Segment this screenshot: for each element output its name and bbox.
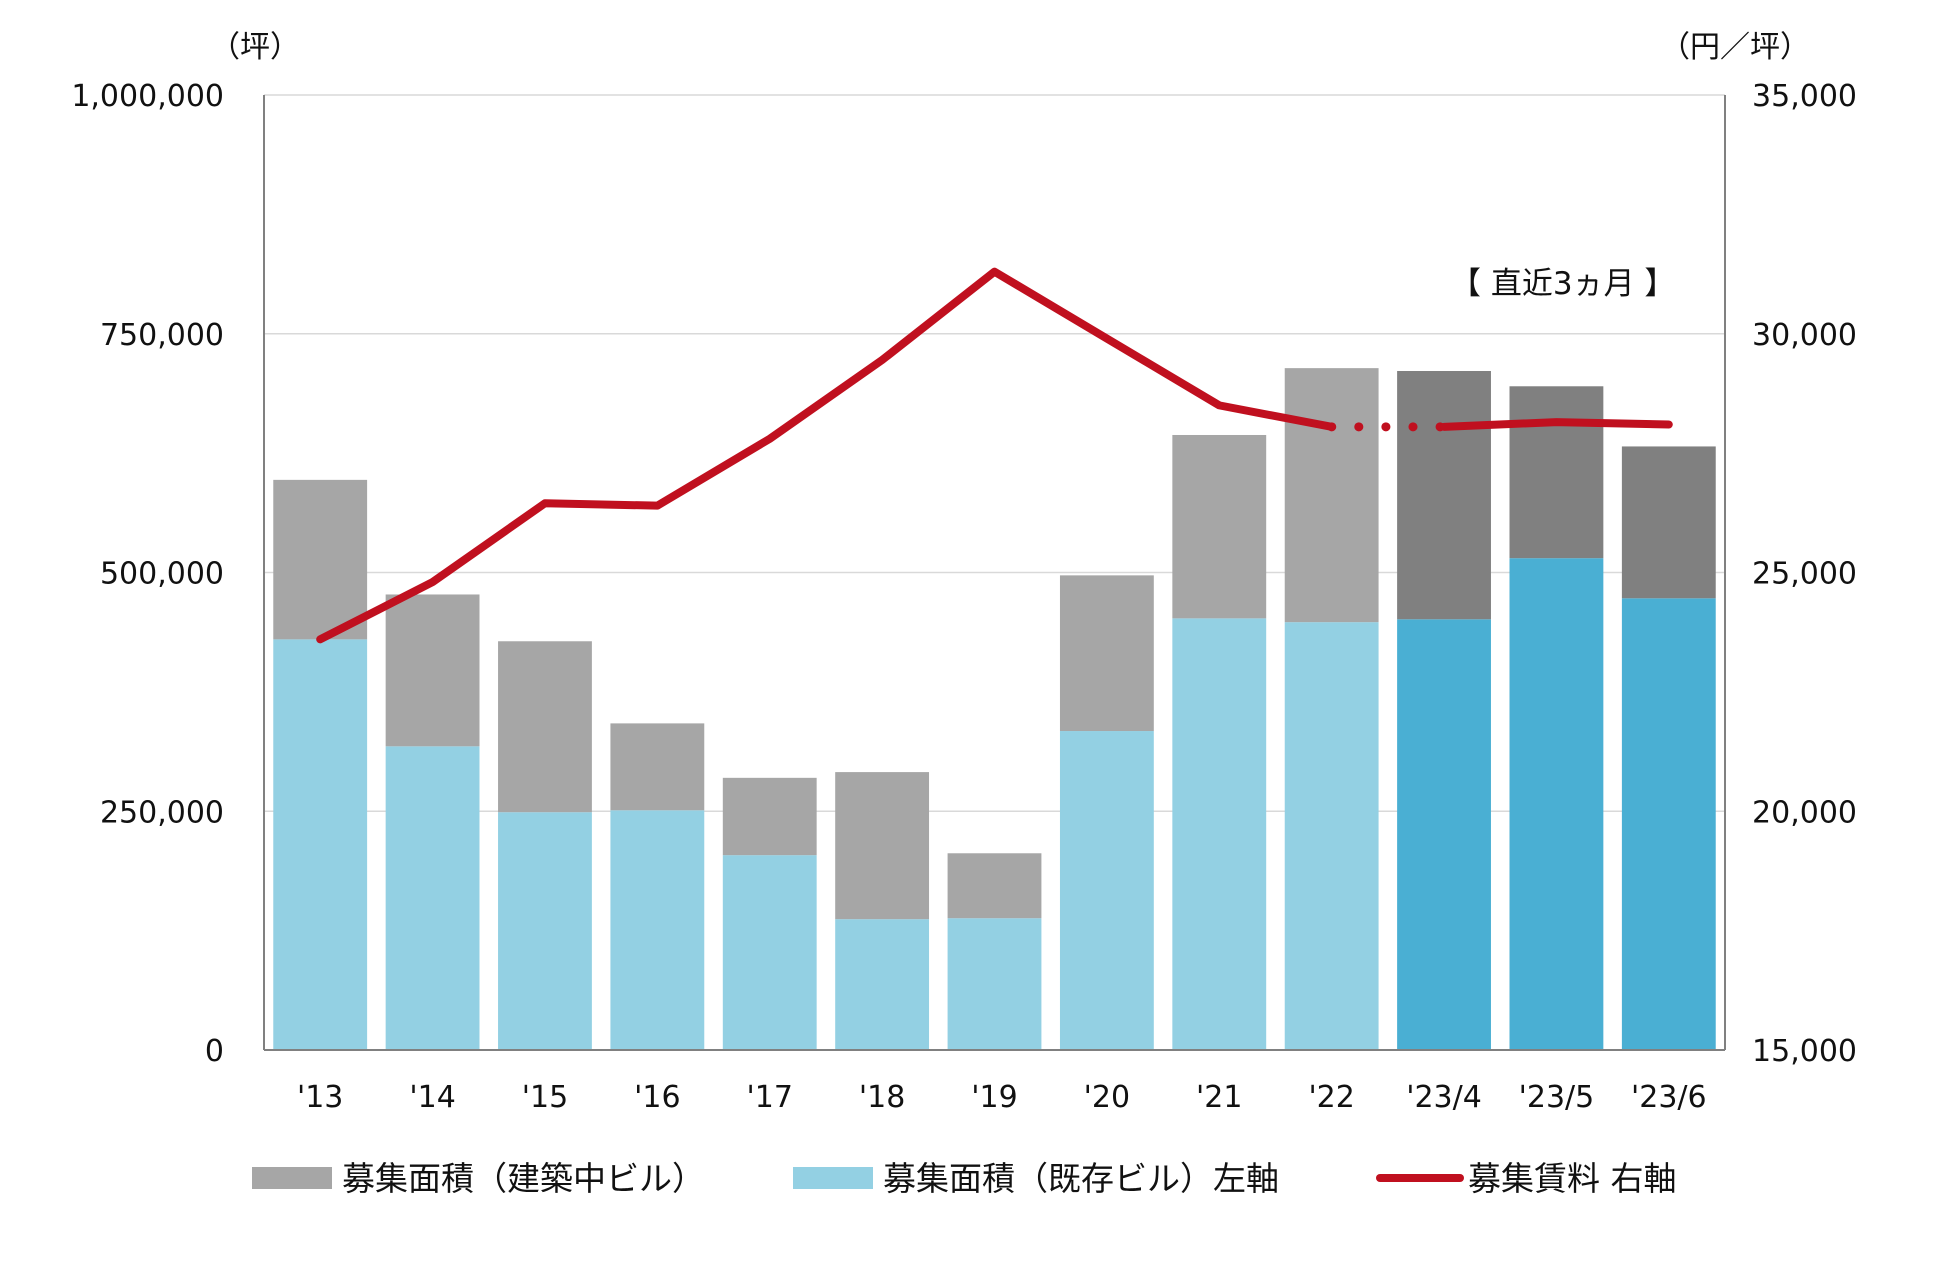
legend-label-existing: 募集面積（既存ビル）左軸: [883, 1159, 1279, 1198]
rent-line: [316, 267, 1673, 644]
left-axis-tick-label: 1,000,000: [71, 79, 224, 114]
bar-under-construction: [1621, 446, 1716, 599]
left-axis-tick-label: 0: [205, 1034, 224, 1069]
left-axis-ticks: 0 250,000 500,000 750,000 1,000,000: [71, 79, 224, 1069]
bar-existing-buildings: [498, 812, 592, 1050]
bar-under-construction: [835, 772, 930, 920]
right-axis-tick-label: 25,000: [1752, 557, 1857, 592]
bar-existing-buildings: [1172, 618, 1267, 1050]
bar-under-construction: [722, 777, 817, 856]
right-axis-tick-label: 35,000: [1752, 79, 1857, 114]
bar-under-construction: [498, 641, 592, 813]
bar-under-construction: [947, 853, 1042, 919]
x-tick-label: '19: [971, 1080, 1017, 1115]
bar-existing-buildings: [1059, 731, 1154, 1050]
x-tick-label: '22: [1308, 1080, 1354, 1115]
right-axis-tick-label: 15,000: [1752, 1034, 1857, 1069]
rent-line-annual: [316, 267, 1336, 644]
legend-label-construction: 募集面積（建築中ビル）: [342, 1159, 705, 1198]
left-axis-unit: （坪）: [210, 30, 300, 65]
bar-under-construction: [1397, 370, 1491, 620]
bar-under-construction: [1172, 434, 1267, 619]
legend: 募集面積（建築中ビル） 募集面積（既存ビル）左軸 募集賃料 右軸: [252, 1159, 1677, 1198]
bar-existing-buildings: [385, 746, 480, 1050]
bar-existing-buildings: [273, 639, 368, 1050]
bars: [273, 368, 1716, 1050]
legend-swatch-construction: [252, 1167, 332, 1189]
x-tick-label: '23/6: [1631, 1080, 1707, 1115]
gridlines: [264, 94, 1725, 812]
bar-existing-buildings: [947, 918, 1042, 1050]
bar-existing-buildings: [610, 810, 705, 1050]
x-tick-label: '15: [522, 1080, 568, 1115]
bar-existing-buildings: [1397, 619, 1491, 1050]
bar-under-construction: [273, 479, 368, 640]
x-tick-label: '21: [1196, 1080, 1242, 1115]
x-tick-label: '18: [859, 1080, 905, 1115]
bar-under-construction: [610, 723, 705, 811]
x-tick-label: '17: [747, 1080, 793, 1115]
legend-swatch-existing: [793, 1167, 873, 1189]
x-tick-label: '14: [409, 1080, 455, 1115]
bar-existing-buildings: [1284, 622, 1379, 1050]
bar-under-construction: [1284, 368, 1379, 623]
left-axis-tick-label: 250,000: [100, 795, 224, 830]
right-axis-unit: （円／坪）: [1660, 30, 1810, 65]
x-tick-label: '23/5: [1519, 1080, 1595, 1115]
x-tick-label: '13: [297, 1080, 343, 1115]
x-tick-label: '20: [1084, 1080, 1130, 1115]
bar-under-construction: [1509, 386, 1604, 559]
left-axis-tick-label: 750,000: [100, 318, 224, 353]
x-axis-ticks: '13 '14 '15 '16 '17 '18 '19 '20 '21 '22 '23/4 '23/5…: [297, 1080, 1707, 1115]
right-axis-ticks: 15,000 20,000 25,000 30,000 35,000: [1752, 79, 1857, 1069]
axes: [263, 95, 1726, 1051]
bar-existing-buildings: [722, 855, 817, 1050]
rent-line-monthly: [1440, 418, 1673, 431]
x-tick-label: '23/4: [1406, 1080, 1482, 1115]
legend-label-rent: 募集賃料 右軸: [1468, 1159, 1677, 1198]
left-axis-tick-label: 500,000: [100, 557, 224, 592]
bar-existing-buildings: [1621, 598, 1716, 1050]
right-axis-tick-label: 30,000: [1752, 318, 1857, 353]
bar-under-construction: [385, 594, 480, 747]
bar-under-construction: [1059, 575, 1154, 732]
bar-existing-buildings: [1509, 558, 1604, 1050]
recent-months-annotation: 【 直近3ヵ月 】: [1450, 266, 1675, 302]
x-tick-label: '16: [634, 1080, 680, 1115]
right-axis-tick-label: 20,000: [1752, 795, 1857, 830]
bar-existing-buildings: [835, 919, 930, 1050]
